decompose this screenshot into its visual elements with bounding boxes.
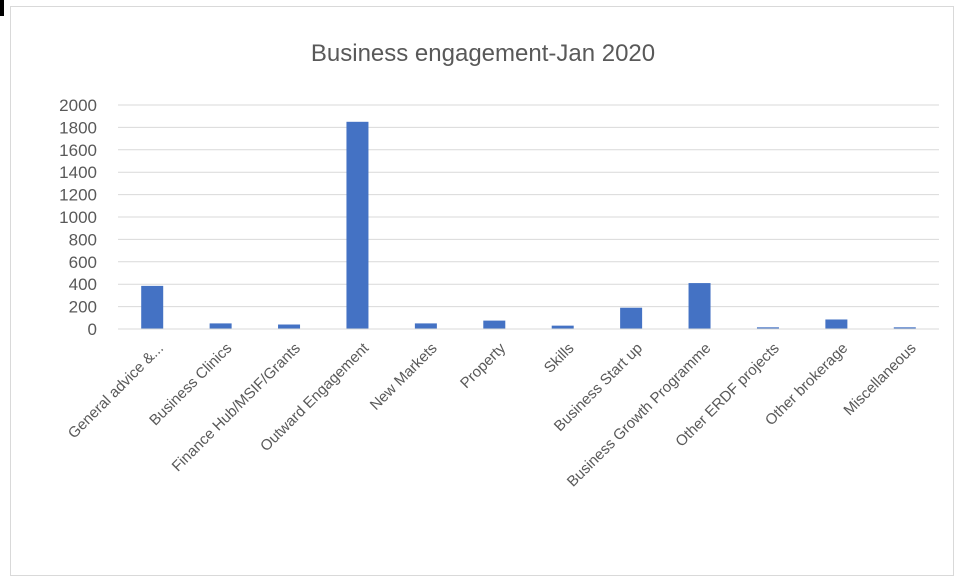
y-tick-label: 400 bbox=[69, 275, 97, 294]
x-tick-label: Business Growth Programme bbox=[564, 340, 715, 491]
x-tick-label: New Markets bbox=[367, 340, 441, 414]
y-tick-label: 0 bbox=[88, 320, 97, 339]
y-axis-ticks: 0 200 400 600 800 1000 1200 1400 1600 1800 2000 bbox=[59, 96, 97, 339]
y-tick-label: 1400 bbox=[59, 163, 97, 182]
x-tick-label: General advice &... bbox=[65, 340, 167, 442]
bar bbox=[688, 283, 711, 329]
y-tick-label: 1800 bbox=[59, 118, 97, 137]
bar bbox=[620, 307, 643, 329]
bar bbox=[414, 323, 437, 329]
corner-mark bbox=[0, 0, 4, 16]
y-tick-label: 200 bbox=[69, 298, 97, 317]
y-tick-label: 1000 bbox=[59, 208, 97, 227]
x-tick-label: Skills bbox=[541, 340, 578, 377]
x-tick-label: Miscellaneous bbox=[840, 340, 919, 419]
bar bbox=[278, 324, 301, 329]
bar bbox=[209, 323, 232, 329]
bar bbox=[825, 319, 848, 329]
chart-title: Business engagement-Jan 2020 bbox=[311, 40, 655, 67]
bar bbox=[551, 325, 574, 329]
bar bbox=[141, 285, 164, 329]
bar bbox=[483, 320, 506, 329]
bar bbox=[346, 121, 369, 329]
y-tick-label: 1200 bbox=[59, 186, 97, 205]
y-tick-label: 800 bbox=[69, 230, 97, 249]
x-axis-ticks: General advice &...Business ClinicsFinan… bbox=[65, 339, 920, 490]
y-tick-label: 600 bbox=[69, 253, 97, 272]
gridlines bbox=[118, 104, 939, 308]
bars bbox=[141, 121, 916, 329]
x-tick-label: Finance Hub/MSIF/Grants bbox=[169, 340, 304, 475]
chart-frame bbox=[10, 6, 954, 576]
y-tick-label: 2000 bbox=[59, 96, 97, 115]
y-tick-label: 1600 bbox=[59, 141, 97, 160]
bar bbox=[756, 327, 779, 329]
x-tick-label: Property bbox=[457, 339, 509, 391]
bar bbox=[893, 327, 916, 329]
